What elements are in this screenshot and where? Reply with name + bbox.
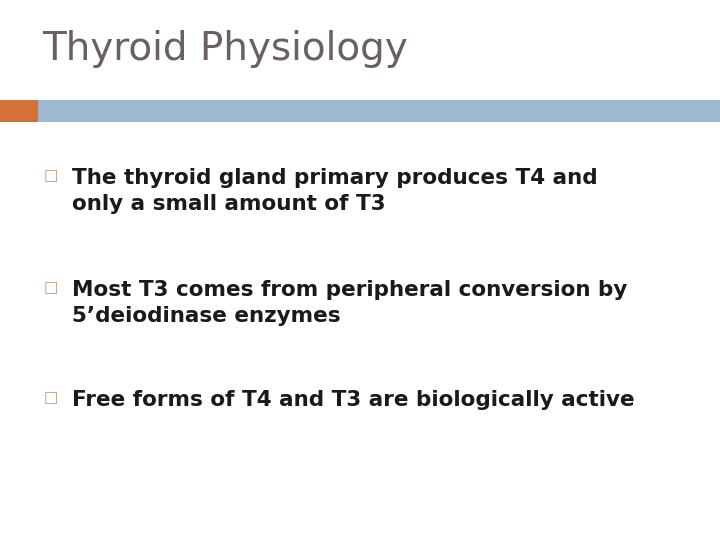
Text: □: □ xyxy=(44,280,58,295)
Bar xyxy=(0,100,38,122)
Text: The thyroid gland primary produces T4 and: The thyroid gland primary produces T4 an… xyxy=(72,168,598,188)
Text: Thyroid Physiology: Thyroid Physiology xyxy=(42,30,408,68)
Text: Free forms of T4 and T3 are biologically active: Free forms of T4 and T3 are biologically… xyxy=(72,390,634,410)
Text: □: □ xyxy=(44,168,58,183)
Text: 5’deiodinase enzymes: 5’deiodinase enzymes xyxy=(72,306,341,326)
Text: □: □ xyxy=(44,390,58,405)
Bar xyxy=(38,100,720,122)
Text: Most T3 comes from peripheral conversion by: Most T3 comes from peripheral conversion… xyxy=(72,280,627,300)
Text: only a small amount of T3: only a small amount of T3 xyxy=(72,194,386,214)
